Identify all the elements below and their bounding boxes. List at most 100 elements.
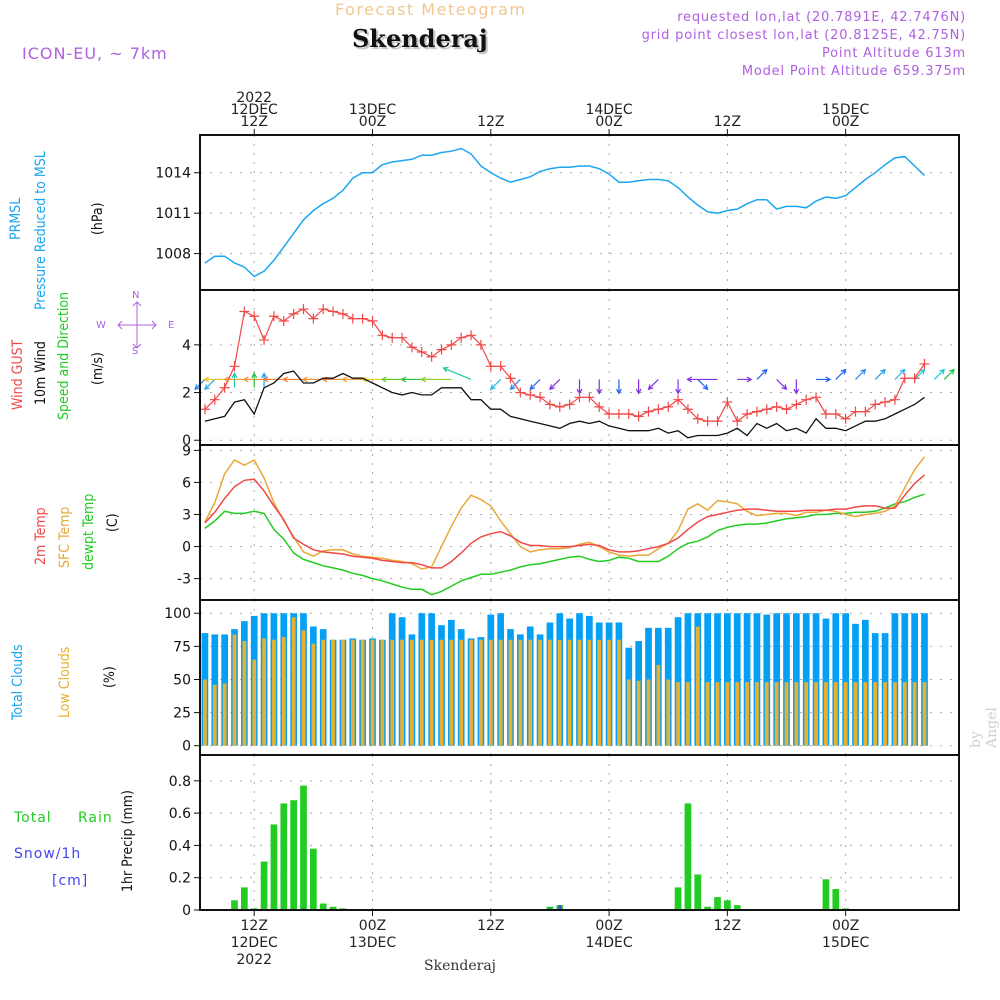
gust-marker: [860, 406, 871, 417]
gust-marker: [416, 347, 427, 357]
total-clouds-bar: [753, 613, 761, 746]
gust-marker: [426, 351, 437, 362]
low-clouds-bar: [262, 638, 266, 746]
t2m-line: [204, 474, 925, 569]
wind-arrow: [874, 368, 886, 380]
low-clouds-bar: [735, 682, 740, 746]
gust-marker: [406, 342, 417, 353]
low-clouds-bar: [557, 639, 562, 746]
low-clouds-bar: [498, 639, 503, 746]
low-clouds-bar: [626, 679, 631, 746]
gust-marker: [347, 313, 358, 324]
low-clouds-bar: [252, 659, 257, 746]
total-clouds-bar: [704, 613, 711, 746]
gust-marker: [229, 361, 240, 372]
low-clouds-bar: [666, 679, 671, 746]
ytick-label: 1008: [155, 247, 191, 263]
wind-arrow: [616, 379, 622, 395]
xtick-label-bottom: 12Z: [714, 918, 741, 934]
rain-bar: [724, 900, 731, 910]
ytick-label: 0.2: [169, 871, 191, 887]
low-clouds-bar: [636, 680, 641, 746]
wind-arrow: [251, 372, 258, 388]
dewpt-line: [204, 493, 925, 596]
low-clouds-bar: [508, 639, 513, 746]
gust-marker: [682, 404, 693, 415]
xtick-label-bottom: 12Z: [477, 918, 504, 934]
low-clouds-bar: [912, 682, 917, 746]
low-clouds-bar: [853, 682, 858, 746]
rain-bar: [310, 848, 317, 910]
wind-arrow: [894, 368, 906, 380]
place-name: Skenderaj: [352, 24, 488, 53]
compass-rose: N S W E: [92, 290, 182, 360]
low-clouds-bar: [774, 682, 779, 746]
cm-unit-label: [cm]: [52, 873, 89, 889]
grid-layer: [200, 135, 959, 911]
ytick-label: 6: [182, 475, 191, 491]
xtick-label-bottom: 00Z: [595, 918, 622, 934]
wind-arrow: [442, 366, 472, 380]
compass-arrows-icon: [117, 301, 157, 349]
ytick-label: 0.6: [169, 806, 191, 822]
compass-n-label: N: [132, 290, 140, 301]
gust-marker: [673, 394, 684, 405]
gust-marker: [387, 332, 398, 343]
snow-label: Snow/1h: [14, 846, 82, 862]
panel-frame: [199, 444, 960, 601]
gridpoint-coords: grid point closest lon,lat (20.8125E, 42…: [641, 28, 966, 43]
ytick-label: 75: [173, 639, 191, 655]
low-clouds-bar: [419, 639, 424, 746]
xtick-label-top: 15DEC: [822, 102, 869, 118]
low-clouds-bar: [518, 639, 523, 746]
low-clouds-bar: [469, 639, 473, 746]
rain-label: Rain: [78, 810, 113, 826]
xtick-label-bottom: 12DEC: [231, 935, 278, 951]
rain-bar: [832, 889, 840, 910]
xtick-label-bottom: 12Z: [241, 918, 268, 934]
gust-marker: [239, 306, 250, 317]
rain-bar: [714, 897, 721, 910]
gust-marker: [535, 392, 546, 403]
xtick-label-bottom: 00Z: [832, 918, 859, 934]
rain-bar: [684, 803, 692, 910]
low-clouds-bar: [567, 639, 572, 746]
gust-marker: [466, 330, 477, 341]
wind-arrow: [204, 378, 216, 391]
total-clouds-bar: [832, 613, 840, 746]
ytick-label: 0: [182, 739, 191, 755]
low-clouds-bar: [922, 682, 927, 746]
low-clouds-bar: [843, 682, 848, 746]
gust-marker: [880, 397, 891, 408]
compass-w-label: W: [96, 320, 106, 331]
low-clouds-bar: [410, 639, 414, 746]
total-clouds-bar: [822, 618, 830, 746]
xtick-label-top: 00Z: [832, 114, 859, 130]
low-clouds-bar: [587, 639, 592, 746]
gust-marker: [209, 394, 220, 405]
gust-marker: [564, 399, 575, 410]
rain-bar: [290, 800, 297, 910]
low-clouds-bar: [242, 641, 247, 746]
low-clouds-bar: [824, 682, 828, 746]
gust-marker: [613, 409, 624, 419]
wind-arrow: [549, 378, 561, 391]
point-altitude: Point Altitude 613m: [821, 46, 966, 61]
ytick-label: 1014: [155, 166, 191, 182]
ytick-label: 0: [182, 903, 191, 919]
wind-arrow: [776, 378, 788, 391]
low-clouds-bar: [715, 682, 720, 746]
total-clouds-bar: [911, 613, 918, 746]
ytick-label: 4: [182, 338, 191, 354]
low-clouds-bar: [695, 626, 700, 746]
gust-marker: [367, 316, 378, 326]
gust-marker: [702, 416, 713, 427]
low-clouds-bar: [676, 682, 680, 746]
low-clouds-bar: [902, 682, 907, 746]
xtick-label-bottom: 15DEC: [822, 935, 869, 951]
gust-marker: [850, 406, 861, 417]
xtick-label-top: 12DEC: [231, 102, 278, 118]
wind-10m-line: [204, 370, 925, 439]
low-clouds-bar: [617, 639, 621, 746]
pressure-line: [204, 147, 926, 278]
